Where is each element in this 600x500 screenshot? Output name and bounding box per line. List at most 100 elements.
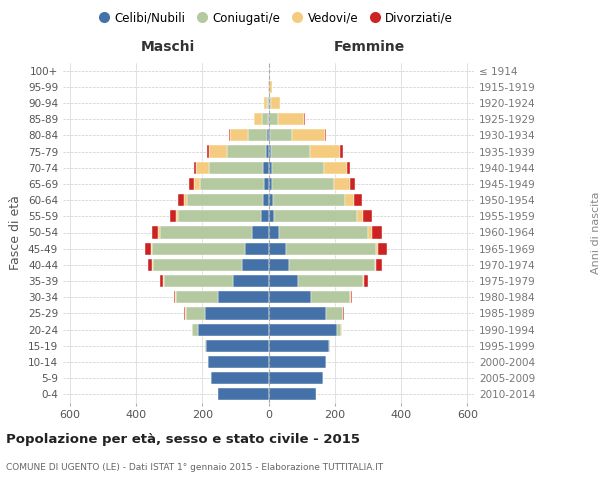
Bar — [378, 242, 387, 255]
Bar — [343, 308, 344, 320]
Bar — [269, 113, 278, 125]
Bar — [329, 340, 330, 352]
Bar — [269, 80, 272, 93]
Bar — [164, 275, 233, 287]
Bar — [184, 194, 187, 206]
Bar — [163, 275, 164, 287]
Bar — [209, 146, 227, 158]
Bar — [269, 372, 323, 384]
Bar — [362, 210, 372, 222]
Bar — [325, 130, 326, 141]
Text: COMUNE DI UGENTO (LE) - Dati ISTAT 1° gennaio 2015 - Elaborazione TUTTITALIA.IT: COMUNE DI UGENTO (LE) - Dati ISTAT 1° ge… — [6, 462, 383, 471]
Bar — [273, 194, 345, 206]
Bar — [334, 178, 350, 190]
Bar — [261, 210, 269, 222]
Bar — [355, 194, 362, 206]
Bar — [200, 178, 263, 190]
Text: Popolazione per età, sesso e stato civile - 2015: Popolazione per età, sesso e stato civil… — [6, 432, 360, 446]
Bar — [264, 97, 267, 109]
Bar — [152, 242, 245, 255]
Bar — [263, 162, 269, 174]
Bar — [206, 340, 269, 352]
Bar — [326, 308, 343, 320]
Bar — [304, 113, 305, 125]
Bar — [176, 210, 178, 222]
Bar — [207, 146, 209, 158]
Bar — [267, 130, 269, 141]
Bar — [152, 226, 158, 238]
Bar — [311, 291, 350, 304]
Bar — [269, 275, 298, 287]
Bar — [205, 340, 206, 352]
Bar — [269, 242, 286, 255]
Bar — [372, 226, 382, 238]
Bar — [170, 210, 176, 222]
Bar — [363, 275, 364, 287]
Bar — [178, 194, 184, 206]
Bar — [254, 113, 262, 125]
Bar — [269, 356, 326, 368]
Bar — [272, 178, 334, 190]
Bar — [269, 291, 311, 304]
Bar — [242, 259, 269, 271]
Bar — [269, 308, 326, 320]
Bar — [209, 162, 263, 174]
Bar — [267, 97, 268, 109]
Bar — [192, 324, 198, 336]
Bar — [229, 130, 230, 141]
Bar — [218, 291, 269, 304]
Bar — [269, 178, 272, 190]
Bar — [153, 259, 242, 271]
Bar — [270, 130, 292, 141]
Bar — [174, 291, 175, 304]
Bar — [298, 275, 363, 287]
Bar — [269, 340, 329, 352]
Bar — [263, 194, 269, 206]
Bar — [269, 194, 273, 206]
Bar — [376, 259, 382, 271]
Bar — [178, 210, 261, 222]
Bar — [185, 308, 205, 320]
Bar — [324, 162, 347, 174]
Bar — [198, 324, 269, 336]
Legend: Celibi/Nubili, Coniugati/e, Vedovi/e, Divorziati/e: Celibi/Nubili, Coniugati/e, Vedovi/e, Di… — [95, 8, 457, 28]
Bar — [266, 146, 269, 158]
Y-axis label: Fasce di età: Fasce di età — [10, 195, 22, 270]
Bar — [194, 162, 196, 174]
Bar — [356, 210, 362, 222]
Bar — [268, 113, 269, 125]
Bar — [286, 242, 376, 255]
Bar — [269, 210, 274, 222]
Bar — [364, 275, 368, 287]
Bar — [269, 226, 279, 238]
Text: Anni di nascita: Anni di nascita — [591, 191, 600, 274]
Text: Femmine: Femmine — [334, 40, 405, 54]
Bar — [252, 226, 269, 238]
Bar — [189, 178, 194, 190]
Bar — [152, 259, 153, 271]
Bar — [269, 162, 272, 174]
Bar — [345, 194, 355, 206]
Bar — [205, 308, 269, 320]
Bar — [272, 162, 324, 174]
Bar — [158, 226, 160, 238]
Bar — [248, 130, 267, 141]
Bar — [269, 130, 270, 141]
Bar — [208, 356, 269, 368]
Bar — [374, 259, 376, 271]
Bar — [350, 178, 355, 190]
Bar — [160, 226, 252, 238]
Bar — [245, 242, 269, 255]
Bar — [279, 226, 368, 238]
Bar — [274, 210, 356, 222]
Bar — [194, 178, 200, 190]
Bar — [289, 259, 374, 271]
Bar — [151, 242, 152, 255]
Bar — [269, 259, 289, 271]
Bar — [337, 324, 341, 336]
Bar — [269, 324, 337, 336]
Bar — [340, 146, 343, 158]
Bar — [347, 162, 350, 174]
Bar — [218, 388, 269, 400]
Bar — [263, 178, 269, 190]
